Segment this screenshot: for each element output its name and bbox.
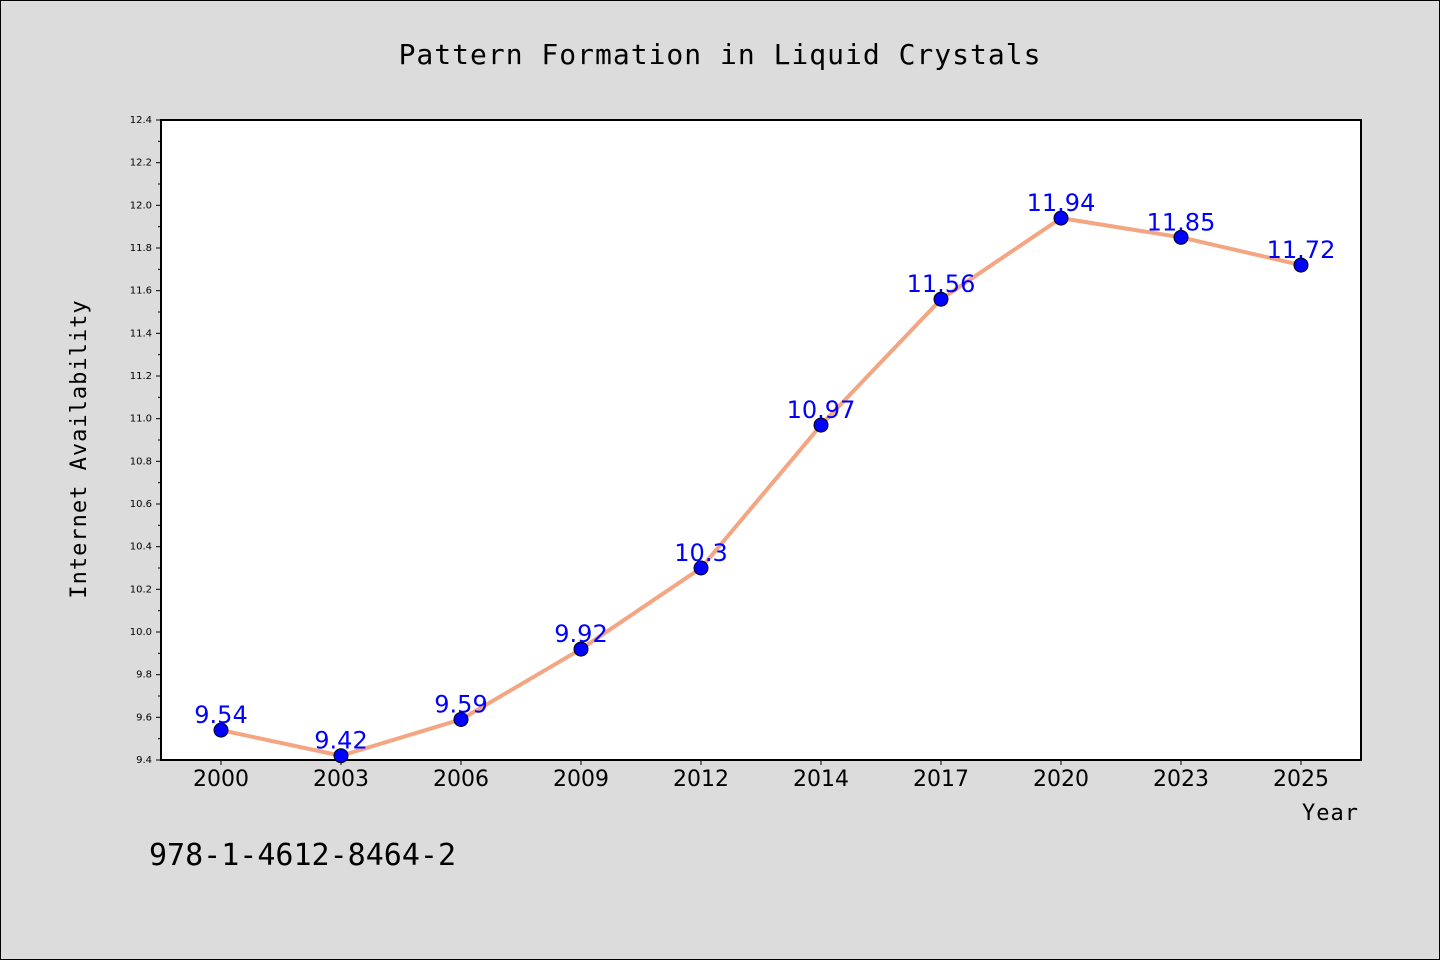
y-tick-label: 11.8 — [130, 243, 152, 254]
x-tick-label: 2017 — [913, 767, 969, 792]
y-tick-label: 10.2 — [130, 584, 152, 595]
y-tick-label: 10.4 — [130, 542, 152, 553]
data-point — [213, 722, 229, 738]
data-label: 10.97 — [787, 396, 856, 424]
data-label: 9.42 — [314, 727, 367, 755]
data-label: 11.56 — [907, 270, 976, 298]
x-tick-label: 2009 — [553, 767, 609, 792]
x-tick-label: 2012 — [673, 767, 729, 792]
y-tick-label: 11.6 — [130, 286, 152, 297]
y-tick-label: 12.0 — [130, 200, 152, 211]
isbn-annotation: 978-1-4612-8464-2 — [149, 838, 456, 873]
data-point — [693, 560, 709, 576]
data-label: 9.54 — [194, 701, 247, 729]
x-axis: 2000 2003 2006 2009 2012 2014 2017 2020 2023 2025 — [193, 760, 1329, 792]
y-tick-label: 12.2 — [130, 158, 152, 169]
x-tick-label: 2000 — [193, 767, 249, 792]
y-tick-label: 11.4 — [130, 328, 152, 339]
y-tick-label: 11.0 — [130, 414, 152, 425]
data-point — [333, 748, 349, 764]
x-tick-label: 2006 — [433, 767, 489, 792]
x-tick-label: 2014 — [793, 767, 849, 792]
chart-title: Pattern Formation in Liquid Crystals — [399, 38, 1042, 71]
data-label: 11.72 — [1267, 236, 1336, 264]
y-axis: 9.4 9.6 9.8 10.0 10.2 10.4 10.6 10.8 11.0 11.2 11.… — [130, 115, 161, 766]
data-label: 9.92 — [554, 620, 607, 648]
data-point — [1173, 229, 1189, 245]
data-point — [453, 711, 469, 727]
x-tick-label: 2003 — [313, 767, 369, 792]
y-tick-label: 9.6 — [136, 712, 152, 723]
y-axis-label: Internet Availability — [67, 299, 92, 598]
data-point — [573, 641, 589, 657]
series-line — [220, 216, 1302, 758]
data-label: 11.85 — [1147, 208, 1216, 236]
x-tick-label: 2020 — [1033, 767, 1089, 792]
data-label: 11.94 — [1027, 189, 1096, 217]
y-tick-label: 9.4 — [136, 755, 152, 766]
series: 9.54 9.42 9.59 9.92 10.3 10.97 11.56 11.94 11.85… — [194, 189, 1336, 764]
data-label: 9.59 — [434, 690, 487, 718]
y-tick-label: 10.0 — [130, 627, 152, 638]
y-tick-label: 9.8 — [136, 670, 152, 681]
y-tick-label: 12.4 — [130, 115, 152, 126]
data-point — [933, 291, 949, 307]
plot-area — [160, 119, 1362, 761]
data-point — [1053, 210, 1069, 226]
y-tick-label: 10.8 — [130, 456, 152, 467]
x-axis-label: Year — [1302, 801, 1359, 826]
data-label: 10.3 — [674, 539, 727, 567]
y-tick-label: 10.6 — [130, 499, 152, 510]
data-point — [813, 417, 829, 433]
x-tick-label: 2025 — [1273, 767, 1329, 792]
data-point — [1293, 257, 1309, 273]
y-tick-label: 11.2 — [130, 371, 152, 382]
x-tick-label: 2023 — [1153, 767, 1209, 792]
